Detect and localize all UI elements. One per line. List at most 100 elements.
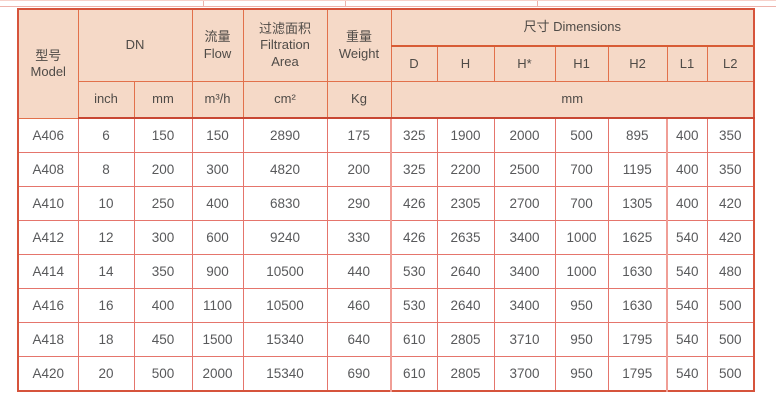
cell-model: A406: [17, 117, 79, 153]
table-cell: 10500: [242, 288, 328, 323]
table-cell: 330: [326, 220, 392, 255]
table-cell: 2000: [191, 356, 244, 392]
table-cell: 540: [666, 288, 708, 323]
table-cell: 460: [326, 288, 392, 323]
table-cell: 20: [77, 356, 135, 392]
table-cell: 18: [77, 322, 135, 357]
table-cell: 2500: [493, 152, 556, 187]
table-cell: 325: [390, 117, 438, 153]
header-dim-h2: H2: [607, 45, 668, 82]
table-cell: 290: [326, 186, 392, 221]
cell-model: A418: [17, 322, 79, 357]
table-cell: 150: [133, 117, 193, 153]
header-weight-en: Weight: [338, 45, 380, 61]
header-dim-l2: L2: [706, 45, 755, 82]
table-cell: 6: [77, 117, 135, 153]
header-model-zh: 型号: [35, 47, 62, 63]
header-flow-zh: 流量: [204, 29, 231, 45]
header-filtration-area: 过滤面积 Filtration Area: [242, 8, 328, 82]
table-cell: 1625: [607, 220, 668, 255]
table-cell: 480: [706, 254, 755, 289]
table-row: A406 6 150 150 2890 175 325 1900 2000 50…: [17, 117, 755, 153]
header-filtration-en1: Filtration: [260, 37, 310, 53]
table-cell: 1795: [607, 356, 668, 392]
table-cell: 640: [326, 322, 392, 357]
header-dim-h: H: [436, 45, 495, 82]
table-cell: 8: [77, 152, 135, 187]
table-row: A410 10 250 400 6830 290 426 2305 2700 7…: [17, 186, 755, 221]
table-cell: 3400: [493, 220, 556, 255]
table-cell: 2000: [493, 117, 556, 153]
table-cell: 400: [191, 186, 244, 221]
table-cell: 420: [706, 186, 755, 221]
cell-model: A408: [17, 152, 79, 187]
table-cell: 15340: [242, 322, 328, 357]
cell-model: A414: [17, 254, 79, 289]
header-flow-en: Flow: [203, 45, 232, 61]
remnant-divider: [345, 1, 346, 6]
table-cell: 500: [554, 117, 609, 153]
unit-dims-mm: mm: [390, 81, 755, 119]
cell-model: A412: [17, 220, 79, 255]
table-cell: 420: [706, 220, 755, 255]
header-row-1: 型号 Model DN 流量 Flow 过滤面积 Filtration Area…: [17, 8, 755, 119]
table-cell: 350: [706, 117, 755, 153]
unit-inch: inch: [77, 81, 135, 119]
table-cell: 1100: [191, 288, 244, 323]
table-cell: 12: [77, 220, 135, 255]
header-dimensions: 尺寸 Dimensions: [390, 8, 755, 47]
table-cell: 950: [554, 322, 609, 357]
table-cell: 900: [191, 254, 244, 289]
table-cell: 690: [326, 356, 392, 392]
table-cell: 10: [77, 186, 135, 221]
table-cell: 3400: [493, 254, 556, 289]
table-cell: 3400: [493, 288, 556, 323]
header-weight: 重量 Weight: [326, 8, 392, 82]
table-row: A416 16 400 1100 10500 460 530 2640 3400…: [17, 288, 755, 323]
table-cell: 450: [133, 322, 193, 357]
table-cell: 2635: [436, 220, 495, 255]
table-cell: 426: [390, 186, 438, 221]
header-filtration-zh: 过滤面积: [258, 21, 311, 37]
table-cell: 175: [326, 117, 392, 153]
table-row: A420 20 500 2000 15340 690 610 2805 3700…: [17, 356, 755, 392]
table-cell: 1000: [554, 220, 609, 255]
table-cell: 1795: [607, 322, 668, 357]
table-cell: 2305: [436, 186, 495, 221]
table-cell: 16: [77, 288, 135, 323]
table-cell: 3710: [493, 322, 556, 357]
table-cell: 1195: [607, 152, 668, 187]
table-cell: 1630: [607, 254, 668, 289]
table-cell: 1305: [607, 186, 668, 221]
header-dim-d: D: [390, 45, 438, 82]
table-cell: 440: [326, 254, 392, 289]
header-model-en: Model: [30, 63, 66, 79]
table-cell: 6830: [242, 186, 328, 221]
table-cell: 400: [666, 186, 708, 221]
header-weight-zh: 重量: [345, 29, 372, 45]
table-cell: 3700: [493, 356, 556, 392]
table-cell: 610: [390, 356, 438, 392]
table-cell: 10500: [242, 254, 328, 289]
table-cell: 400: [666, 152, 708, 187]
table-cell: 895: [607, 117, 668, 153]
header-dim-l1: L1: [666, 45, 708, 82]
table-cell: 9240: [242, 220, 328, 255]
table-cell: 200: [133, 152, 193, 187]
table-cell: 2805: [436, 356, 495, 392]
unit-area: cm²: [242, 81, 328, 119]
table-cell: 1500: [191, 322, 244, 357]
table-row: A414 14 350 900 10500 440 530 2640 3400 …: [17, 254, 755, 289]
table-cell: 1000: [554, 254, 609, 289]
unit-mm: mm: [133, 81, 193, 119]
unit-flow: m³/h: [191, 81, 244, 119]
table-cell: 500: [133, 356, 193, 392]
unit-weight: Kg: [326, 81, 392, 119]
header-row-units: inch mm m³/h cm² Kg mm: [18, 81, 755, 119]
table-cell: 4820: [242, 152, 328, 187]
table-cell: 2805: [436, 322, 495, 357]
table-cell: 700: [554, 186, 609, 221]
spec-table: 型号 Model DN 流量 Flow 过滤面积 Filtration Area…: [17, 8, 755, 392]
table-cell: 2640: [436, 288, 495, 323]
